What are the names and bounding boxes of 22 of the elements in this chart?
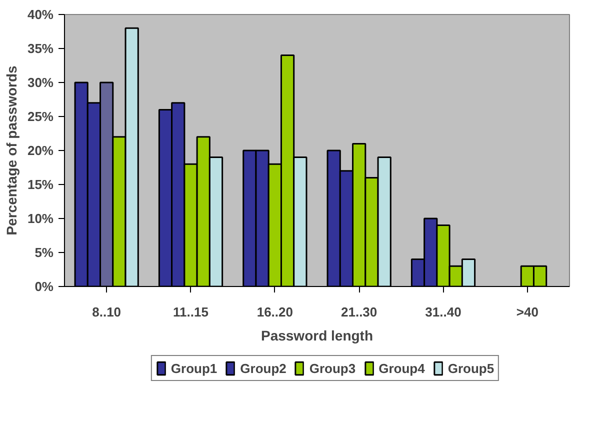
y-tick-label: 35% [27,41,54,56]
x-tick-label: 16..20 [256,304,293,320]
x-tick-label: 21..30 [341,304,378,320]
y-tick-label: 15% [27,177,54,192]
y-tick-label: 5% [34,245,54,260]
y-tick-label: 10% [27,211,54,226]
x-tick-label: 8..10 [92,304,122,320]
legend-label: Group1 [170,360,218,376]
y-axis-title: Percentage of passwords [3,65,20,236]
legend-label: Group3 [309,360,356,376]
y-tick-label: 25% [27,109,54,124]
x-tick-label: 11..15 [173,304,208,320]
y-tick-label: 0% [34,279,54,294]
x-tick-label: 31..40 [425,304,462,320]
legend-label: Group4 [378,360,425,376]
legend-label: Group2 [240,360,286,376]
y-tick-label: 20% [27,143,54,158]
y-tick-label: 40% [27,7,54,22]
y-tick-label: 30% [27,75,54,90]
legend-label: Group5 [448,360,494,376]
x-axis-title: Password length [260,328,374,344]
x-tick-label: >40 [516,304,538,320]
